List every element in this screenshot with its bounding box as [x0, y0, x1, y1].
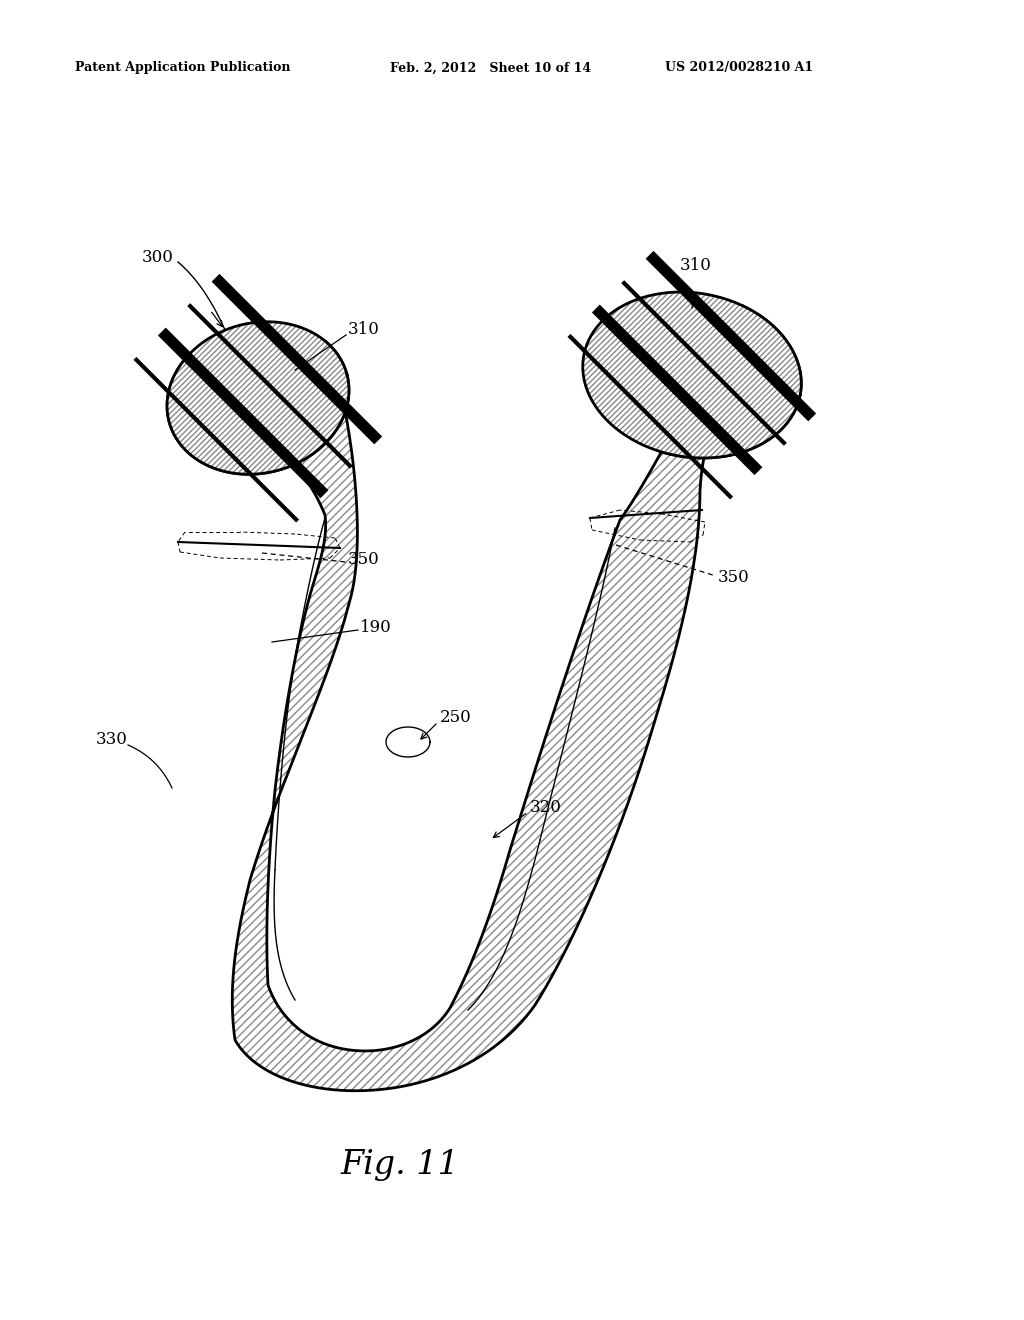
- Text: 350: 350: [718, 569, 750, 586]
- Polygon shape: [167, 306, 801, 1090]
- Text: 190: 190: [360, 619, 392, 636]
- Polygon shape: [386, 727, 430, 756]
- Text: 320: 320: [530, 800, 562, 817]
- Text: Feb. 2, 2012   Sheet 10 of 14: Feb. 2, 2012 Sheet 10 of 14: [390, 62, 591, 74]
- Polygon shape: [167, 322, 349, 474]
- Polygon shape: [167, 306, 801, 1090]
- Text: 310: 310: [348, 322, 380, 338]
- Text: Patent Application Publication: Patent Application Publication: [75, 62, 291, 74]
- Text: 250: 250: [440, 710, 472, 726]
- Text: US 2012/0028210 A1: US 2012/0028210 A1: [665, 62, 813, 74]
- Text: 330: 330: [96, 731, 128, 748]
- Text: 310: 310: [680, 256, 712, 273]
- Text: 350: 350: [348, 552, 380, 569]
- Text: 300: 300: [142, 249, 174, 267]
- Text: Fig. 11: Fig. 11: [341, 1148, 460, 1181]
- Polygon shape: [583, 292, 801, 458]
